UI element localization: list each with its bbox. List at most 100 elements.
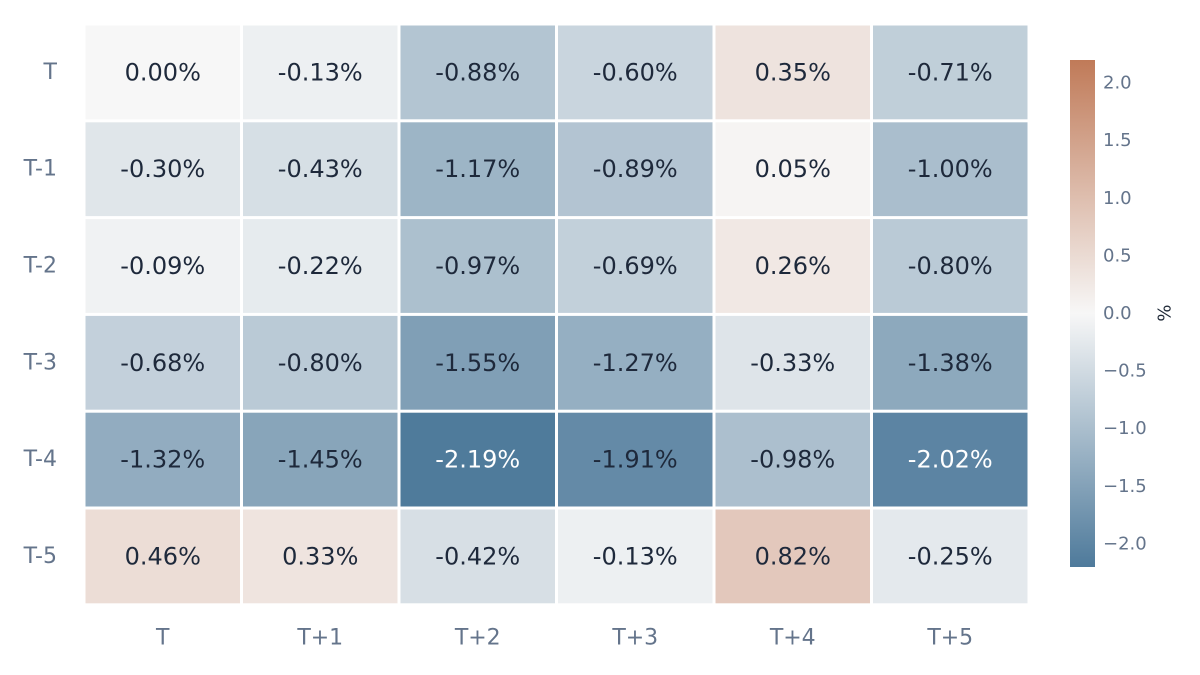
heatmap-cell-4-4 [715, 412, 870, 507]
heatmap-cell-1-5 [873, 122, 1028, 217]
cell-label-1-5: -1.00% [908, 155, 993, 183]
colorbar-tick-6: −1.0 [1103, 418, 1147, 439]
heatmap-cell-5-2 [400, 509, 555, 604]
heatmap-cell-2-0 [85, 219, 240, 313]
heatmap-cell-2-4 [715, 219, 870, 313]
cell-label-0-2: -0.88% [435, 58, 520, 86]
colorbar-tick-5: −0.5 [1103, 361, 1147, 382]
cell-label-0-3: -0.60% [593, 58, 678, 86]
heatmap-cell-5-4 [715, 509, 870, 604]
cell-label-1-1: -0.43% [278, 155, 363, 183]
heatmap-cell-3-2 [400, 315, 555, 410]
cell-label-2-4: 0.26% [755, 252, 831, 280]
cell-label-3-4: -0.33% [750, 349, 835, 377]
heatmap-cell-1-2 [400, 122, 555, 217]
heatmap-cell-4-1 [243, 412, 398, 507]
heatmap-cell-3-0 [85, 315, 240, 410]
heatmap-cell-0-0 [85, 25, 240, 120]
cell-label-1-4: 0.05% [755, 155, 831, 183]
row-tick-2: T-2 [23, 254, 57, 279]
cell-label-2-2: -0.97% [435, 252, 520, 280]
colorbar-tick-4: 0.0 [1103, 303, 1132, 324]
cell-label-1-3: -0.89% [593, 155, 678, 183]
cell-label-5-0: 0.46% [125, 542, 201, 570]
colorbar-gradient [1070, 60, 1095, 567]
colorbar-tick-labels: 2.0 1.5 1.0 0.5 0.0 −0.5 −1.0 −1.5 −2.0 [1103, 73, 1147, 555]
heatmap-cell-2-1 [243, 219, 398, 313]
heatmap-cell-4-2 [400, 412, 555, 507]
row-tick-1: T-1 [23, 157, 57, 182]
cell-label-1-2: -1.17% [435, 155, 520, 183]
cell-label-5-5: -0.25% [908, 542, 993, 570]
heatmap-cell-1-0 [85, 122, 240, 217]
colorbar-title: % [1155, 304, 1176, 321]
heatmap-cell-1-1 [243, 122, 398, 217]
heatmap-cell-0-3 [558, 25, 713, 120]
cell-label-4-1: -1.45% [278, 446, 363, 474]
cell-label-3-0: -0.68% [120, 349, 205, 377]
cell-label-1-0: -0.30% [120, 155, 205, 183]
colorbar-tick-1: 1.5 [1103, 130, 1132, 151]
heatmap-cell-4-5 [873, 412, 1028, 507]
heatmap-cell-5-0 [85, 509, 240, 604]
cell-label-5-2: -0.42% [435, 542, 520, 570]
cell-label-2-5: -0.80% [908, 252, 993, 280]
cell-label-4-5: -2.02% [908, 446, 993, 474]
cell-label-2-3: -0.69% [593, 252, 678, 280]
cell-label-3-2: -1.55% [435, 349, 520, 377]
heatmap-cell-1-3 [558, 122, 713, 217]
heatmap-cell-2-2 [400, 219, 555, 313]
cell-label-5-4: 0.82% [755, 542, 831, 570]
heatmap-cell-0-5 [873, 25, 1028, 120]
colorbar-tick-3: 0.5 [1103, 245, 1132, 266]
heatmap-cell-1-4 [715, 122, 870, 217]
cell-label-2-0: -0.09% [120, 252, 205, 280]
colorbar-tick-2: 1.0 [1103, 188, 1132, 209]
heatmap-cell-3-4 [715, 315, 870, 410]
heatmap-cell-0-4 [715, 25, 870, 120]
cell-label-5-3: -0.13% [593, 542, 678, 570]
cell-label-3-1: -0.80% [278, 349, 363, 377]
heatmap-cell-5-5 [873, 509, 1028, 604]
row-tick-5: T-5 [23, 544, 57, 569]
colorbar-tick-7: −1.5 [1103, 476, 1147, 497]
column-tick-2: T+2 [454, 626, 501, 651]
cell-label-3-5: -1.38% [908, 349, 993, 377]
row-tick-labels: T T-1 T-2 T-3 T-4 T-5 [23, 60, 58, 569]
heatmap-cell-3-5 [873, 315, 1028, 410]
column-tick-4: T+4 [769, 626, 816, 651]
cell-label-4-0: -1.32% [120, 446, 205, 474]
row-tick-4: T-4 [23, 447, 57, 472]
heatmap-cells: 0.00% -0.13% -0.88% -0.60% 0.35% -0.71% -0.30%… [85, 25, 1028, 604]
heatmap-cell-0-1 [243, 25, 398, 120]
cell-label-0-4: 0.35% [755, 58, 831, 86]
column-tick-labels: T T+1 T+2 T+3 T+4 T+5 [155, 626, 973, 651]
column-tick-5: T+5 [926, 626, 973, 651]
column-tick-1: T+1 [296, 626, 343, 651]
cell-label-0-1: -0.13% [278, 58, 363, 86]
column-tick-0: T [155, 626, 170, 651]
heatmap-cell-5-1 [243, 509, 398, 604]
heatmap-cell-2-5 [873, 219, 1028, 313]
cell-label-4-4: -0.98% [750, 446, 835, 474]
cell-label-3-3: -1.27% [593, 349, 678, 377]
heatmap-cell-2-3 [558, 219, 713, 313]
cell-label-4-3: -1.91% [593, 446, 678, 474]
heatmap-cell-4-3 [558, 412, 713, 507]
heatmap-cell-3-1 [243, 315, 398, 410]
colorbar-tick-0: 2.0 [1103, 73, 1132, 94]
row-tick-0: T [43, 60, 58, 85]
cell-label-4-2: -2.19% [435, 446, 520, 474]
column-tick-3: T+3 [611, 626, 658, 651]
colorbar-tick-8: −2.0 [1103, 533, 1147, 554]
colorbar: 2.0 1.5 1.0 0.5 0.0 −0.5 −1.0 −1.5 −2.0 % [1070, 60, 1176, 567]
cell-label-0-5: -0.71% [908, 58, 993, 86]
heatmap-cell-4-0 [85, 412, 240, 507]
cell-label-5-1: 0.33% [282, 542, 358, 570]
cell-label-0-0: 0.00% [125, 58, 201, 86]
heatmap-cell-3-3 [558, 315, 713, 410]
cell-label-2-1: -0.22% [278, 252, 363, 280]
heatmap-cell-5-3 [558, 509, 713, 604]
row-tick-3: T-3 [23, 350, 57, 375]
